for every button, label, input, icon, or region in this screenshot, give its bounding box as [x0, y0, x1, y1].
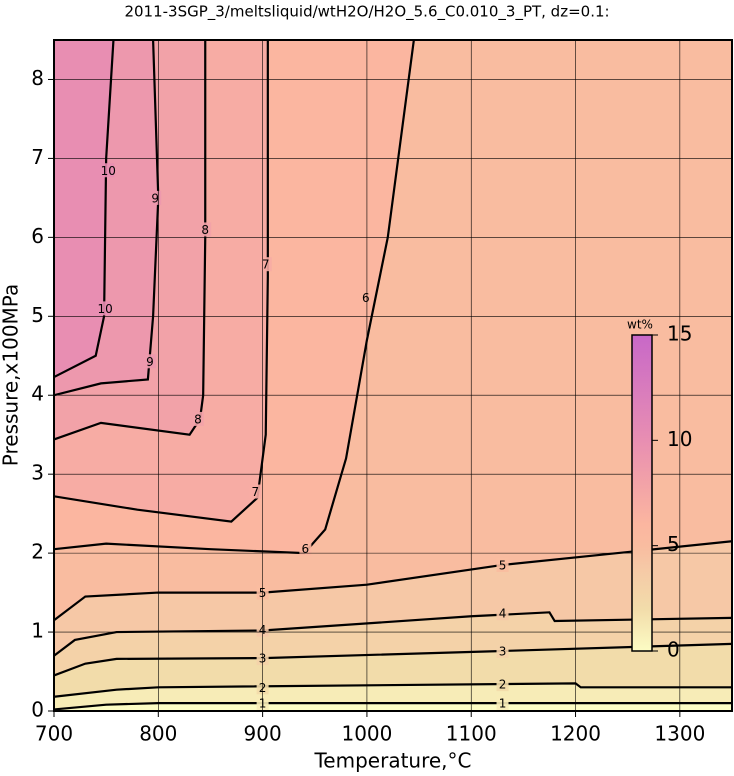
- contour-label-box: [299, 541, 312, 556]
- contour-label-box: [102, 163, 115, 178]
- contour-label: 6: [362, 291, 370, 305]
- colorbar-label: wt%: [627, 318, 653, 332]
- y-tick-label: 5: [31, 303, 44, 327]
- contour-label: 6: [302, 542, 310, 556]
- contour-label-box: [249, 484, 262, 499]
- axes: 700 800 900 1000 1100 1200 1300 0 1 2 3 4 5 6 7 8 wt% 0 5 1…: [31, 39, 733, 746]
- y-axis-label: Pressure,x100MPa: [0, 284, 23, 466]
- colorbar-tick-label: 5: [667, 532, 680, 556]
- contour-label-box: [359, 290, 372, 305]
- x-tick-label: 900: [244, 722, 282, 746]
- colorbar: [631, 334, 653, 652]
- y-tick-label: 4: [31, 382, 44, 406]
- y-tick-label: 2: [31, 540, 44, 564]
- x-axis-label: Temperature,°C: [313, 749, 471, 773]
- contour-label-box: [143, 354, 156, 369]
- contour-label: 5: [499, 558, 507, 572]
- contour-label-box: [496, 606, 509, 621]
- contour-label: 9: [151, 191, 159, 205]
- contour-label: 10: [101, 164, 116, 178]
- contour-label: 4: [499, 607, 507, 621]
- chart-title: 2011-3SGP_3/meltsliquid/wtH2O/H2O_5.6_C0…: [124, 3, 609, 22]
- contour-line: [54, 702, 732, 711]
- y-tick-label: 3: [31, 461, 44, 485]
- x-tick-label: 1300: [654, 722, 705, 746]
- contour-label: 8: [201, 223, 209, 237]
- colorbar-tick-label: 10: [667, 427, 692, 451]
- x-tick-label: 1000: [341, 722, 392, 746]
- contour-fill: [54, 40, 114, 378]
- contour-label: 10: [97, 302, 112, 316]
- x-tick-label: 1200: [550, 722, 601, 746]
- y-tick-label: 0: [31, 698, 44, 722]
- x-tick-label: 700: [35, 722, 73, 746]
- contour-label-box: [191, 411, 204, 426]
- contour-label: 8: [194, 412, 202, 426]
- contour-label: 7: [251, 485, 259, 499]
- y-tick-label: 8: [31, 66, 44, 90]
- contour-label: 1: [499, 697, 507, 711]
- x-tick-label: 1100: [446, 722, 497, 746]
- contour-label-box: [496, 644, 509, 659]
- contour-label: 2: [499, 678, 507, 692]
- y-tick-label: 6: [31, 224, 44, 248]
- contour-label: 9: [146, 355, 154, 369]
- contour-label: 7: [262, 258, 270, 272]
- contour-line: [54, 40, 415, 555]
- y-tick-label: 7: [31, 145, 44, 169]
- colorbar-tick-label: 15: [667, 322, 692, 346]
- contour-label-box: [496, 677, 509, 692]
- contour-label-box: [99, 301, 112, 316]
- x-tick-label: 800: [139, 722, 177, 746]
- contour-fills: [54, 40, 732, 711]
- contour-line: [54, 642, 732, 677]
- contour-label: 3: [499, 645, 507, 659]
- contour-label-box: [496, 557, 509, 572]
- contour-line: [54, 40, 160, 397]
- contour-label-box: [496, 696, 509, 711]
- plot-frame: [53, 39, 733, 712]
- contour-label-box: [199, 222, 212, 237]
- y-tick-label: 1: [31, 619, 44, 643]
- colorbar-tick-label: 0: [667, 638, 680, 662]
